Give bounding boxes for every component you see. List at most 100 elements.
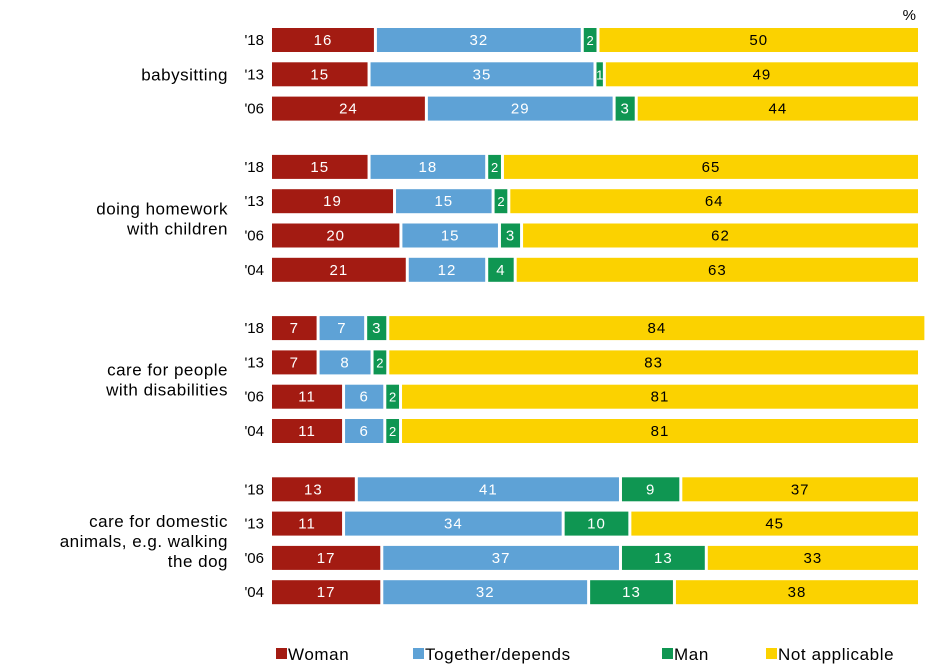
data-label: 37 (791, 481, 810, 498)
data-label: 15 (310, 159, 329, 176)
data-label: 10 (587, 516, 606, 533)
data-label: 7 (290, 320, 299, 337)
category-label: the dog (168, 552, 228, 571)
bar-segment-woman (272, 96, 425, 121)
bar-segment-together-depends (357, 477, 619, 502)
data-label: 7 (290, 354, 299, 371)
bar-segment-together-depends (408, 257, 486, 282)
data-label: 4 (496, 262, 505, 279)
data-label: 2 (389, 424, 396, 439)
data-label: 12 (438, 262, 457, 279)
bar-segment-not-applicable (523, 223, 918, 248)
year-tick-label: '06 (244, 550, 264, 567)
data-label: 37 (492, 550, 511, 567)
unit-label: % (903, 7, 916, 24)
year-tick-label: '06 (244, 228, 264, 245)
bar-segment-man (488, 257, 514, 282)
legend: Woman Together/depends Man Not applicable (276, 645, 894, 664)
bar-segment-man (583, 28, 597, 52)
data-label: 2 (376, 355, 383, 370)
bar-segment-not-applicable (637, 96, 918, 121)
legend-label: Together/depends (425, 645, 571, 664)
bar-segment-man (500, 223, 521, 248)
bar-segment-not-applicable (402, 419, 918, 443)
data-label: 19 (323, 193, 342, 210)
data-label: 49 (753, 66, 772, 83)
year-tick-label: '18 (244, 32, 264, 49)
data-label: 9 (646, 481, 655, 498)
data-label: 3 (620, 101, 629, 118)
bar-segment-not-applicable (402, 384, 918, 409)
bar-segment-together-depends (370, 62, 594, 87)
bar-segment-man (615, 96, 635, 121)
bar-segment-not-applicable (599, 28, 918, 52)
data-label: 7 (337, 320, 346, 337)
bar-segment-woman (272, 511, 343, 536)
data-label: 64 (705, 193, 724, 210)
year-tick-label: '04 (244, 262, 264, 279)
data-label: 15 (434, 193, 453, 210)
data-label: 2 (389, 390, 396, 405)
bar-segment-together-depends (376, 28, 581, 52)
category-label: babysitting (141, 65, 228, 84)
data-label: 11 (298, 516, 316, 533)
bar-segment-not-applicable (389, 316, 925, 341)
bar-segment-man (621, 545, 705, 570)
bar-segment-man (590, 580, 673, 605)
bar-segment-man (386, 419, 400, 443)
data-label: 50 (749, 32, 768, 49)
bar-segment-woman (272, 28, 374, 52)
data-label: 62 (711, 228, 730, 245)
data-label: 18 (419, 159, 438, 176)
bar-segment-man (596, 62, 603, 87)
data-label: 3 (372, 320, 381, 337)
legend-label: Not applicable (778, 645, 894, 664)
category-label: care for domestic (89, 512, 228, 531)
bar-segment-together-depends (370, 154, 486, 179)
data-label: 34 (444, 516, 463, 533)
data-label: 81 (651, 423, 670, 440)
bar-segment-man (488, 154, 501, 179)
bar-segment-not-applicable (675, 580, 918, 605)
data-label: 33 (804, 550, 823, 567)
data-label: 32 (476, 584, 495, 601)
data-label: 15 (310, 66, 329, 83)
category-label: with children (126, 219, 228, 238)
bar-segment-together-depends (319, 316, 365, 341)
bar-segment-woman (272, 257, 406, 282)
bar-segment-woman (272, 350, 317, 375)
data-label: 20 (326, 228, 345, 245)
legend-label: Woman (288, 645, 349, 664)
data-label: 45 (765, 516, 784, 533)
bar-segment-woman (272, 223, 400, 248)
bar-segment-man (386, 384, 400, 409)
data-label: 21 (330, 262, 349, 279)
year-tick-label: '04 (244, 423, 264, 440)
data-label: 6 (360, 423, 369, 440)
legend-label: Man (674, 645, 709, 664)
data-label: 32 (469, 32, 488, 49)
bar-segment-man (564, 511, 629, 536)
bar-segment-together-depends (396, 189, 492, 214)
data-label: 29 (511, 101, 530, 118)
data-label: 11 (298, 389, 316, 406)
data-label: 13 (304, 481, 323, 498)
bar-segment-not-applicable (631, 511, 918, 536)
bar-segment-woman (272, 189, 394, 214)
bar-segment-together-depends (345, 384, 384, 409)
bar-segment-not-applicable (707, 545, 918, 570)
bar-segment-woman (272, 154, 368, 179)
bar-segment-together-depends (345, 511, 562, 536)
bar-segment-not-applicable (516, 257, 918, 282)
data-label: 17 (317, 584, 336, 601)
data-label: 44 (769, 101, 788, 118)
bar-segment-together-depends (319, 350, 371, 375)
bar-segment-woman (272, 477, 355, 502)
data-label: 84 (647, 320, 666, 337)
bar-segment-not-applicable (682, 477, 918, 502)
data-label: 6 (360, 389, 369, 406)
year-tick-label: '06 (244, 101, 264, 118)
bar-segment-woman (272, 545, 381, 570)
data-label: 65 (702, 159, 721, 176)
